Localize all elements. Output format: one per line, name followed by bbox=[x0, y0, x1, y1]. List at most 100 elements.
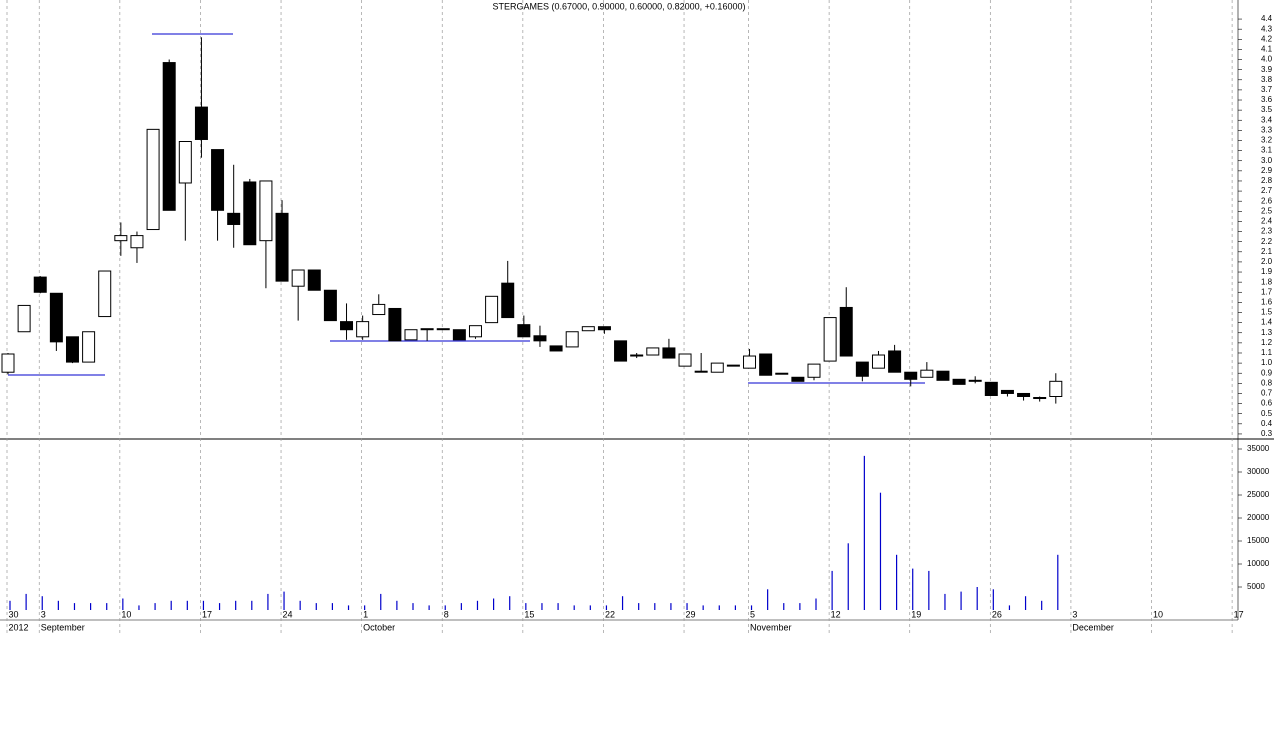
x-tick-label: 12 bbox=[831, 609, 841, 619]
candle-body bbox=[968, 379, 982, 382]
candle-body bbox=[323, 289, 337, 322]
x-tick-label: 29 bbox=[686, 609, 696, 619]
candle-body bbox=[614, 340, 628, 362]
y-tick-label: 2.2 bbox=[1261, 237, 1273, 246]
chart-title: STERGAMES (0.67000, 0.90000, 0.60000, 0.… bbox=[493, 1, 746, 11]
y-tick-label: 3.0 bbox=[1261, 156, 1273, 165]
x-tick-label: 30 bbox=[9, 609, 19, 619]
y-tick-label: 4.0 bbox=[1261, 55, 1273, 64]
candle-body bbox=[630, 354, 644, 357]
candle-body bbox=[194, 106, 208, 140]
candle-body bbox=[17, 304, 31, 333]
candle-body bbox=[791, 376, 805, 382]
y-tick-label: 1.2 bbox=[1261, 338, 1273, 347]
candle-body bbox=[1, 353, 15, 373]
y-tick-label: 1.3 bbox=[1261, 328, 1273, 337]
candle-body bbox=[98, 270, 112, 318]
y-tick-label: 4.3 bbox=[1261, 24, 1273, 33]
x-tick-label: 26 bbox=[992, 609, 1002, 619]
candle-body bbox=[211, 149, 225, 211]
y-tick-label: 1.0 bbox=[1261, 358, 1273, 367]
y-tick-label: 2.3 bbox=[1261, 227, 1273, 236]
candle-body bbox=[888, 350, 902, 373]
candle-body bbox=[178, 141, 192, 184]
y-tick-label: 0.9 bbox=[1261, 368, 1273, 377]
candle-body bbox=[678, 353, 692, 367]
volume-tick-label: 35000 bbox=[1247, 444, 1270, 453]
month-label: November bbox=[750, 622, 792, 632]
volume-tick-label: 25000 bbox=[1247, 490, 1270, 499]
candle-body bbox=[533, 335, 547, 342]
candle-body bbox=[839, 306, 853, 357]
y-tick-label: 1.6 bbox=[1261, 298, 1273, 307]
candle-body bbox=[65, 336, 79, 363]
month-label: September bbox=[41, 622, 85, 632]
candle-body bbox=[581, 326, 595, 332]
candle-body bbox=[501, 282, 515, 319]
candle-body bbox=[146, 128, 160, 231]
volume-tick-label: 10000 bbox=[1247, 559, 1270, 568]
y-tick-label: 0.8 bbox=[1261, 378, 1273, 387]
y-tick-label: 2.6 bbox=[1261, 196, 1273, 205]
candle-body bbox=[82, 331, 96, 363]
candle-body bbox=[485, 295, 499, 324]
y-tick-label: 2.0 bbox=[1261, 257, 1273, 266]
candle-body bbox=[1017, 392, 1031, 398]
candle-body bbox=[775, 372, 789, 375]
candle-body bbox=[662, 347, 676, 359]
candle-body bbox=[33, 276, 47, 293]
y-tick-label: 4.1 bbox=[1261, 45, 1273, 54]
x-tick-label: 1 bbox=[363, 609, 368, 619]
x-tick-label: 17 bbox=[202, 609, 212, 619]
x-tick-label: 17 bbox=[1234, 609, 1244, 619]
volume-tick-label: 5000 bbox=[1247, 582, 1265, 591]
y-tick-label: 2.4 bbox=[1261, 217, 1273, 226]
candle-body bbox=[291, 269, 305, 287]
y-tick-label: 1.1 bbox=[1261, 348, 1273, 357]
candle-body bbox=[694, 370, 708, 373]
candle-body bbox=[823, 317, 837, 362]
candle-body bbox=[49, 292, 63, 343]
y-tick-label: 3.3 bbox=[1261, 125, 1273, 134]
candle-body bbox=[726, 364, 740, 367]
y-tick-label: 3.4 bbox=[1261, 115, 1273, 124]
y-tick-label: 1.8 bbox=[1261, 277, 1273, 286]
month-label: December bbox=[1072, 622, 1114, 632]
candle-body bbox=[388, 307, 402, 342]
candle-body bbox=[468, 325, 482, 338]
candle-body bbox=[1049, 380, 1063, 398]
y-tick-label: 3.7 bbox=[1261, 85, 1273, 94]
x-tick-label: 19 bbox=[911, 609, 921, 619]
y-tick-label: 2.8 bbox=[1261, 176, 1273, 185]
volume-tick-label: 15000 bbox=[1247, 536, 1270, 545]
y-tick-label: 3.9 bbox=[1261, 65, 1273, 74]
candle-body bbox=[759, 353, 773, 376]
candle-body bbox=[920, 369, 934, 378]
y-tick-label: 1.5 bbox=[1261, 308, 1273, 317]
candle-body bbox=[420, 328, 434, 331]
y-tick-label: 0.4 bbox=[1261, 419, 1273, 428]
x-tick-label: 10 bbox=[121, 609, 131, 619]
candle-body bbox=[436, 328, 450, 331]
y-tick-label: 2.9 bbox=[1261, 166, 1273, 175]
volume-tick-label: 20000 bbox=[1247, 513, 1270, 522]
y-tick-label: 3.1 bbox=[1261, 146, 1273, 155]
candle-body bbox=[743, 355, 757, 369]
x-tick-label: 8 bbox=[444, 609, 449, 619]
candle-body bbox=[307, 269, 321, 291]
x-tick-label: 3 bbox=[1072, 609, 1077, 619]
month-label: 2012 bbox=[9, 622, 29, 632]
candle-body bbox=[549, 345, 563, 352]
y-tick-label: 3.5 bbox=[1261, 105, 1273, 114]
y-tick-label: 0.6 bbox=[1261, 399, 1273, 408]
candle-body bbox=[356, 321, 370, 338]
y-tick-label: 0.5 bbox=[1261, 409, 1273, 418]
y-tick-label: 2.5 bbox=[1261, 206, 1273, 215]
volume-tick-label: 30000 bbox=[1247, 467, 1270, 476]
candle-body bbox=[565, 331, 579, 348]
candle-body bbox=[130, 235, 144, 249]
x-tick-label: 15 bbox=[524, 609, 534, 619]
